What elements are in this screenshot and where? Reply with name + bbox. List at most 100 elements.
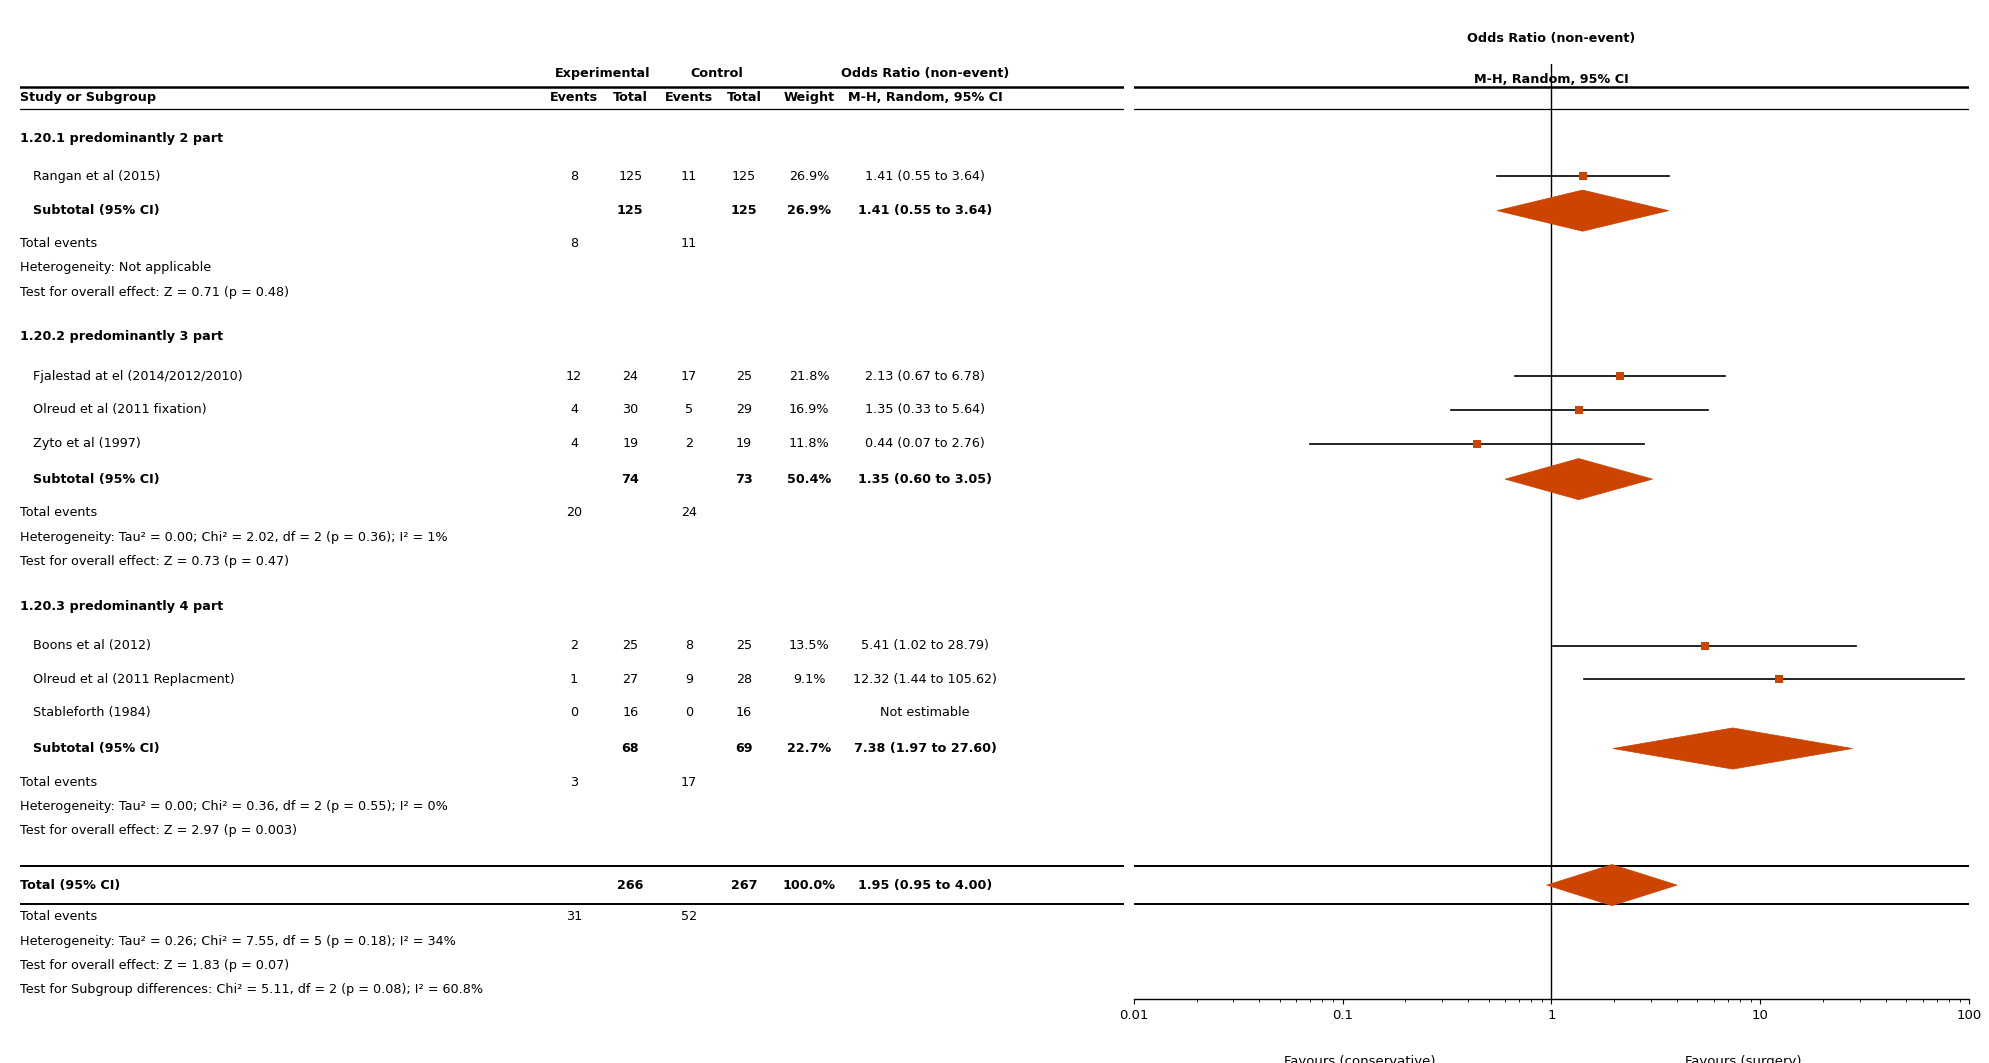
Text: 8: 8 [571, 169, 579, 183]
Text: Zyto et al (1997): Zyto et al (1997) [34, 437, 141, 450]
Text: Boons et al (2012): Boons et al (2012) [34, 639, 151, 652]
Text: Control: Control [690, 67, 742, 80]
Text: 0: 0 [571, 707, 579, 720]
Text: Total (95% CI): Total (95% CI) [20, 879, 119, 892]
Text: 125: 125 [619, 169, 642, 183]
Text: 1.35 (0.33 to 5.64): 1.35 (0.33 to 5.64) [865, 403, 985, 417]
Text: 100.0%: 100.0% [784, 879, 835, 892]
Text: 11: 11 [680, 237, 696, 250]
Text: 50.4%: 50.4% [788, 473, 831, 486]
Text: 24: 24 [680, 506, 696, 520]
Text: 266: 266 [617, 879, 644, 892]
Text: 12: 12 [567, 370, 583, 383]
Text: 0.44 (0.07 to 2.76): 0.44 (0.07 to 2.76) [865, 437, 985, 450]
Text: 125: 125 [617, 204, 644, 217]
Text: Heterogeneity: Not applicable: Heterogeneity: Not applicable [20, 261, 211, 274]
Text: 29: 29 [736, 403, 752, 417]
Text: 4: 4 [571, 403, 579, 417]
Text: Total events: Total events [20, 237, 97, 250]
Text: 25: 25 [623, 639, 638, 652]
Text: Odds Ratio (non-event): Odds Ratio (non-event) [1468, 32, 1635, 45]
Text: Fjalestad at el (2014/2012/2010): Fjalestad at el (2014/2012/2010) [34, 370, 243, 383]
Polygon shape [1613, 728, 1852, 770]
Text: 25: 25 [736, 370, 752, 383]
Text: 68: 68 [621, 742, 638, 755]
Text: Total events: Total events [20, 776, 97, 789]
Text: 0: 0 [684, 707, 692, 720]
Text: Events: Events [664, 91, 712, 104]
Text: Odds Ratio (non-event): Odds Ratio (non-event) [841, 67, 1008, 80]
Text: M-H, Random, 95% CI: M-H, Random, 95% CI [1474, 73, 1629, 86]
Text: Total: Total [613, 91, 648, 104]
Text: Weight: Weight [784, 91, 835, 104]
Text: Total events: Total events [20, 506, 97, 520]
Text: 9: 9 [684, 673, 692, 686]
Text: Rangan et al (2015): Rangan et al (2015) [34, 169, 161, 183]
Text: 1.35 (0.60 to 3.05): 1.35 (0.60 to 3.05) [857, 473, 993, 486]
Text: Total: Total [726, 91, 762, 104]
Text: 25: 25 [736, 639, 752, 652]
Text: Olreud et al (2011 Replacment): Olreud et al (2011 Replacment) [34, 673, 235, 686]
Text: 1.95 (0.95 to 4.00): 1.95 (0.95 to 4.00) [857, 879, 993, 892]
Text: 5: 5 [684, 403, 692, 417]
Text: 26.9%: 26.9% [788, 204, 831, 217]
Text: 16: 16 [623, 707, 638, 720]
Text: 16: 16 [736, 707, 752, 720]
Text: Olreud et al (2011 fixation): Olreud et al (2011 fixation) [34, 403, 207, 417]
Text: 52: 52 [680, 910, 696, 924]
Text: 1: 1 [571, 673, 579, 686]
Text: Favours (surgery): Favours (surgery) [1685, 1056, 1802, 1063]
Text: 69: 69 [736, 742, 754, 755]
Text: 9.1%: 9.1% [794, 673, 825, 686]
Text: 1.20.1 predominantly 2 part: 1.20.1 predominantly 2 part [20, 132, 223, 146]
Text: 28: 28 [736, 673, 752, 686]
Text: M-H, Random, 95% CI: M-H, Random, 95% CI [847, 91, 1002, 104]
Text: 267: 267 [730, 879, 758, 892]
Text: 2: 2 [571, 639, 579, 652]
Text: 19: 19 [623, 437, 638, 450]
Text: Subtotal (95% CI): Subtotal (95% CI) [34, 204, 159, 217]
Text: Test for overall effect: Z = 0.71 (p = 0.48): Test for overall effect: Z = 0.71 (p = 0… [20, 286, 288, 299]
Text: 74: 74 [621, 473, 638, 486]
Text: 1.20.3 predominantly 4 part: 1.20.3 predominantly 4 part [20, 600, 223, 613]
Text: 5.41 (1.02 to 28.79): 5.41 (1.02 to 28.79) [861, 639, 989, 652]
Text: Heterogeneity: Tau² = 0.26; Chi² = 7.55, df = 5 (p = 0.18); I² = 34%: Heterogeneity: Tau² = 0.26; Chi² = 7.55,… [20, 934, 455, 948]
Text: 22.7%: 22.7% [788, 742, 831, 755]
Text: Study or Subgroup: Study or Subgroup [20, 91, 155, 104]
Text: 17: 17 [680, 370, 696, 383]
Text: 31: 31 [567, 910, 583, 924]
Text: 11: 11 [680, 169, 696, 183]
Text: Events: Events [551, 91, 599, 104]
Text: Test for Subgroup differences: Chi² = 5.11, df = 2 (p = 0.08); I² = 60.8%: Test for Subgroup differences: Chi² = 5.… [20, 983, 483, 996]
Text: Heterogeneity: Tau² = 0.00; Chi² = 0.36, df = 2 (p = 0.55); I² = 0%: Heterogeneity: Tau² = 0.00; Chi² = 0.36,… [20, 800, 448, 813]
Text: 11.8%: 11.8% [790, 437, 829, 450]
Text: 16.9%: 16.9% [790, 403, 829, 417]
Text: 2: 2 [684, 437, 692, 450]
Text: 19: 19 [736, 437, 752, 450]
Text: 125: 125 [730, 204, 758, 217]
Text: 8: 8 [571, 237, 579, 250]
Text: 1.41 (0.55 to 3.64): 1.41 (0.55 to 3.64) [857, 204, 993, 217]
Text: 20: 20 [567, 506, 583, 520]
Text: Subtotal (95% CI): Subtotal (95% CI) [34, 742, 159, 755]
Text: 3: 3 [571, 776, 579, 789]
Polygon shape [1506, 458, 1653, 500]
Text: 13.5%: 13.5% [790, 639, 829, 652]
Text: 125: 125 [732, 169, 756, 183]
Text: Experimental: Experimental [555, 67, 650, 80]
Text: Test for overall effect: Z = 0.73 (p = 0.47): Test for overall effect: Z = 0.73 (p = 0… [20, 555, 288, 568]
Text: Total events: Total events [20, 910, 97, 924]
Text: 24: 24 [623, 370, 638, 383]
Text: 17: 17 [680, 776, 696, 789]
Text: Heterogeneity: Tau² = 0.00; Chi² = 2.02, df = 2 (p = 0.36); I² = 1%: Heterogeneity: Tau² = 0.00; Chi² = 2.02,… [20, 530, 448, 543]
Text: 26.9%: 26.9% [790, 169, 829, 183]
Text: 7.38 (1.97 to 27.60): 7.38 (1.97 to 27.60) [853, 742, 996, 755]
Text: Favours (conservative): Favours (conservative) [1283, 1056, 1434, 1063]
Text: 8: 8 [684, 639, 692, 652]
Text: 21.8%: 21.8% [790, 370, 829, 383]
Text: 4: 4 [571, 437, 579, 450]
Text: Subtotal (95% CI): Subtotal (95% CI) [34, 473, 159, 486]
Text: 2.13 (0.67 to 6.78): 2.13 (0.67 to 6.78) [865, 370, 985, 383]
Text: Test for overall effect: Z = 1.83 (p = 0.07): Test for overall effect: Z = 1.83 (p = 0… [20, 959, 288, 972]
Text: 27: 27 [623, 673, 638, 686]
